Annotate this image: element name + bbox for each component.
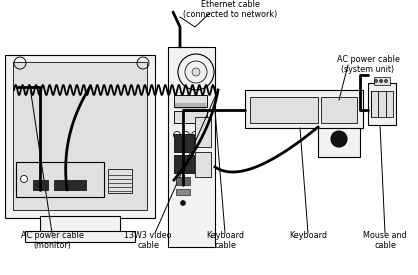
Text: Mouse and
cable: Mouse and cable	[363, 231, 407, 251]
Bar	[195, 117, 211, 147]
Bar	[40, 216, 120, 233]
Circle shape	[20, 175, 28, 183]
Bar	[374, 77, 390, 85]
Text: AC power cable
(monitor): AC power cable (monitor)	[20, 231, 84, 251]
Bar	[176, 189, 190, 195]
Circle shape	[385, 79, 387, 82]
Bar	[245, 90, 363, 128]
Circle shape	[181, 200, 186, 205]
Bar	[174, 155, 194, 173]
Bar	[174, 134, 194, 152]
Bar	[108, 169, 132, 193]
Circle shape	[192, 68, 200, 76]
Bar	[174, 111, 207, 123]
Circle shape	[331, 109, 347, 125]
Bar	[5, 55, 155, 218]
Bar	[54, 180, 86, 190]
Circle shape	[331, 131, 347, 147]
Bar	[174, 95, 207, 107]
Bar	[368, 83, 396, 125]
Bar	[16, 162, 104, 197]
Bar	[250, 97, 318, 123]
Text: Keyboard
cable: Keyboard cable	[206, 231, 244, 251]
Circle shape	[380, 79, 382, 82]
Bar	[195, 152, 211, 177]
Bar	[33, 180, 48, 190]
Text: Ethernet cable
(connected to network): Ethernet cable (connected to network)	[183, 0, 277, 20]
Bar	[168, 47, 215, 247]
Bar	[371, 91, 393, 117]
Text: 13W3 video
cable: 13W3 video cable	[124, 231, 172, 251]
Bar	[318, 99, 360, 157]
Bar	[25, 231, 135, 242]
Bar	[176, 177, 190, 185]
Text: Keyboard: Keyboard	[289, 231, 327, 240]
Circle shape	[375, 79, 377, 82]
Bar	[321, 97, 357, 123]
Bar	[13, 62, 147, 210]
Text: AC power cable
(system unit): AC power cable (system unit)	[336, 55, 400, 75]
